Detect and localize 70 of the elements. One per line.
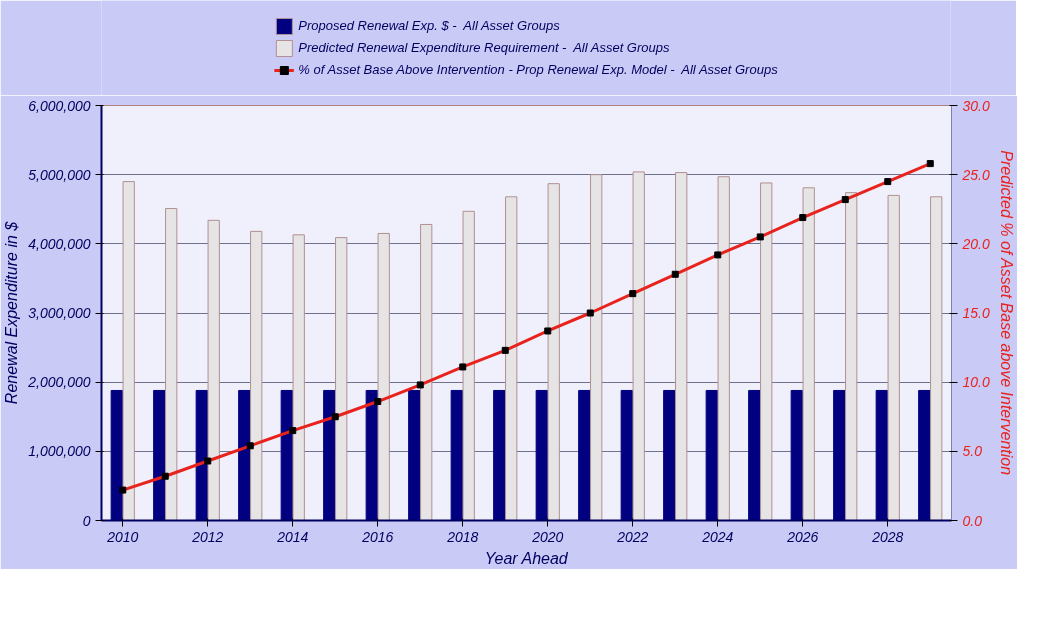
x-tick-label: 2028 [871, 528, 904, 545]
x-tick-label: 2026 [786, 528, 819, 545]
bar [153, 389, 166, 521]
bar [875, 389, 888, 521]
bar [790, 389, 803, 521]
bar [493, 389, 506, 521]
y-tick-label: 0 [82, 512, 91, 529]
bar [760, 182, 773, 521]
bar [705, 389, 718, 521]
y-axis-title: Renewal Expenditure in $ [3, 220, 21, 405]
y-tick-label: 2,000,000 [27, 374, 91, 391]
y-tick-label: 1,000,000 [28, 443, 91, 460]
bar [365, 389, 378, 521]
x-axis-title: Year Ahead [484, 549, 569, 567]
bar [505, 196, 518, 521]
y-tick-label: 4,000,000 [28, 235, 91, 252]
x-tick-label: 2014 [276, 528, 309, 545]
bar [292, 234, 305, 521]
y2-tick-label: 25.0 [961, 166, 990, 183]
bar [195, 389, 208, 521]
y2-tick-label: 20.0 [961, 235, 990, 252]
y-tick-label: 6,000,000 [28, 97, 91, 114]
bar [450, 389, 463, 521]
bar [833, 389, 846, 521]
y2-axis-title: Predicted % of Asset Base above Intervention [997, 150, 1015, 476]
bar [165, 208, 178, 521]
bar [845, 192, 858, 521]
bar [930, 196, 943, 521]
y2-tick-label: 5.0 [962, 443, 983, 460]
bar [578, 389, 591, 521]
bar [377, 232, 390, 521]
x-tick-label: 2010 [106, 528, 139, 545]
bar [238, 389, 251, 521]
bar [590, 174, 603, 521]
y2-tick-label: 15.0 [962, 305, 990, 321]
x-tick-label: 2024 [701, 528, 734, 545]
y2-tick-label: 10.0 [962, 374, 990, 391]
bar [748, 389, 761, 521]
bar [802, 187, 815, 521]
x-tick-label: 2018 [446, 528, 479, 545]
y2-tick-label: 0.0 [962, 512, 983, 529]
bar [408, 389, 421, 521]
bar [663, 389, 676, 521]
legend-label: Predicted Renewal Expenditure Requirement - All Asset Groups [298, 40, 670, 55]
bar [887, 194, 900, 521]
bar [110, 389, 123, 521]
bar [122, 181, 135, 521]
y-tick-label: 5,000,000 [28, 166, 91, 183]
bar [207, 219, 220, 521]
bar [280, 389, 293, 521]
bar [620, 389, 633, 521]
bar [632, 171, 645, 521]
x-tick-label: 2022 [616, 528, 649, 545]
x-tick-label: 2012 [191, 528, 224, 545]
x-tick-label: 2020 [531, 528, 564, 545]
legend-label: Proposed Renewal Exp. $ - All Asset Groups [298, 18, 560, 33]
bar [547, 183, 560, 521]
y2-tick-label: 30.0 [962, 97, 990, 114]
bar [462, 210, 475, 521]
legend-label: % of Asset Base Above Intervention - Prop Renewal Exp. Model - All Asset Groups [298, 62, 778, 77]
bar [675, 172, 688, 521]
bar [420, 223, 433, 521]
bar [918, 389, 931, 521]
bar [335, 237, 348, 521]
bar [717, 176, 730, 521]
x-tick-label: 2016 [361, 528, 394, 545]
bar [250, 230, 263, 521]
bar [535, 389, 548, 521]
y-tick-label: 3,000,000 [28, 305, 91, 321]
bar [323, 389, 336, 521]
